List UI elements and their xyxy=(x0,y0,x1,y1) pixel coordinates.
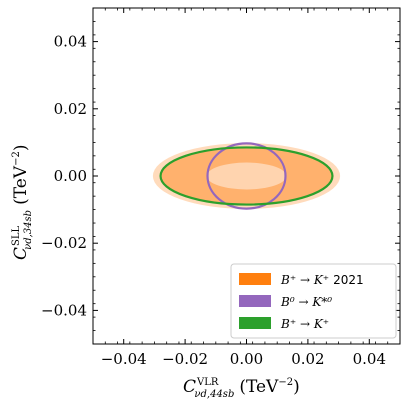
legend-label: B⁺ → K⁺ xyxy=(280,317,329,331)
y-tick-label: −0.04 xyxy=(41,301,87,319)
legend-box xyxy=(230,263,397,339)
y-tick-label: 0.00 xyxy=(54,167,87,185)
series-0-region-2 xyxy=(206,162,287,190)
series-2-region-0 xyxy=(159,146,334,206)
series-1-region-0 xyxy=(206,142,287,210)
x-tick-label: −0.04 xyxy=(101,350,147,368)
x-axis-label: CVLR νd,44sb (TeV−2) xyxy=(183,377,300,400)
x-tick-label: 0.00 xyxy=(230,350,263,368)
legend-label: B⁰ → K*⁰ xyxy=(280,295,332,309)
legend: B⁺ → K⁺ 2021 B⁰ → K*⁰ B⁺ → K⁺ xyxy=(230,263,397,339)
legend-swatch xyxy=(239,295,271,307)
y-tick-label: 0.04 xyxy=(54,33,87,51)
series-0-region-0 xyxy=(152,143,341,209)
y-tick-label: 0.02 xyxy=(54,100,87,118)
y-axis-label: CSLLνd,34sb(TeV−2) xyxy=(11,145,34,260)
legend-swatch xyxy=(239,273,271,285)
axes: −0.04 −0.02 0.00 0.02 0.04 −0.04 −0.02 0.00 0.02… xyxy=(11,7,401,400)
legend-label: B⁺ → K⁺ 2021 xyxy=(280,273,364,287)
y-tick-label: −0.02 xyxy=(41,234,87,252)
plot-area xyxy=(152,142,341,210)
series-0-region-1 xyxy=(160,147,333,205)
y-axis-label-group: CSLLνd,34sb(TeV−2) xyxy=(11,145,34,260)
plot-content xyxy=(152,142,341,210)
x-tick-label: −0.02 xyxy=(162,350,208,368)
x-tick-label: 0.02 xyxy=(291,350,324,368)
legend-swatch xyxy=(239,317,271,329)
x-tick-label: 0.04 xyxy=(353,350,386,368)
